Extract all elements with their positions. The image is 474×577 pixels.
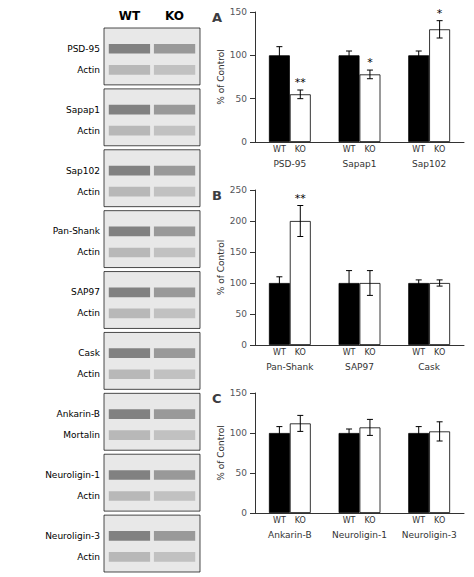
svg-text:% of Control: % of Control (216, 49, 226, 104)
svg-text:A: A (212, 10, 222, 25)
svg-text:SAP97: SAP97 (345, 362, 374, 372)
svg-text:% of Control: % of Control (216, 240, 226, 295)
svg-text:KO: KO (295, 348, 306, 357)
svg-text:WT: WT (119, 9, 141, 23)
svg-text:Neuroligin-3: Neuroligin-3 (45, 531, 100, 541)
svg-text:100: 100 (230, 278, 247, 288)
svg-text:*: * (367, 56, 373, 69)
svg-text:WT: WT (412, 348, 425, 357)
svg-text:Pan-Shank: Pan-Shank (266, 362, 314, 372)
svg-text:**: ** (295, 192, 307, 205)
svg-text:KO: KO (165, 9, 184, 23)
svg-text:Actin: Actin (77, 369, 100, 379)
svg-text:50: 50 (236, 468, 248, 478)
svg-text:PSD-95: PSD-95 (67, 44, 100, 54)
svg-text:B: B (212, 188, 222, 203)
svg-text:Neuroligin-1: Neuroligin-1 (332, 530, 387, 540)
svg-text:SAP97: SAP97 (71, 287, 100, 297)
svg-text:50: 50 (236, 309, 248, 319)
svg-text:Actin: Actin (77, 308, 100, 318)
svg-text:150: 150 (230, 247, 247, 257)
svg-text:KO: KO (364, 516, 375, 525)
svg-text:WT: WT (273, 348, 286, 357)
svg-text:0: 0 (241, 508, 247, 518)
svg-text:Sapap1: Sapap1 (343, 159, 377, 169)
svg-text:WT: WT (343, 145, 356, 154)
svg-text:100: 100 (230, 428, 247, 438)
svg-text:Sap102: Sap102 (66, 166, 100, 176)
svg-text:Actin: Actin (77, 126, 100, 136)
svg-text:PSD-95: PSD-95 (273, 159, 306, 169)
svg-text:KO: KO (434, 145, 445, 154)
svg-text:Neuroligin-3: Neuroligin-3 (402, 530, 457, 540)
svg-text:**: ** (295, 76, 307, 89)
svg-text:Actin: Actin (77, 552, 100, 562)
svg-text:KO: KO (434, 348, 445, 357)
svg-text:Ankarin-B: Ankarin-B (268, 530, 311, 540)
svg-text:Sap102: Sap102 (412, 159, 446, 169)
svg-text:*: * (437, 7, 443, 20)
svg-text:WT: WT (412, 145, 425, 154)
svg-text:50: 50 (236, 94, 248, 104)
svg-text:200: 200 (230, 216, 247, 226)
svg-text:Mortalin: Mortalin (63, 430, 100, 440)
svg-text:WT: WT (273, 145, 286, 154)
svg-text:WT: WT (343, 348, 356, 357)
svg-text:150: 150 (230, 7, 247, 17)
svg-text:150: 150 (230, 388, 247, 398)
svg-text:C: C (212, 391, 222, 406)
svg-text:100: 100 (230, 50, 247, 60)
svg-text:Actin: Actin (77, 491, 100, 501)
svg-text:0: 0 (241, 340, 247, 350)
svg-text:Ankarin-B: Ankarin-B (57, 409, 100, 419)
svg-text:250: 250 (230, 185, 247, 195)
svg-text:KO: KO (295, 145, 306, 154)
svg-text:KO: KO (295, 516, 306, 525)
svg-text:Cask: Cask (78, 348, 100, 358)
svg-text:KO: KO (434, 516, 445, 525)
svg-text:Actin: Actin (77, 247, 100, 257)
svg-text:0: 0 (241, 137, 247, 147)
svg-text:Pan-Shank: Pan-Shank (53, 226, 101, 236)
svg-text:WT: WT (412, 516, 425, 525)
svg-text:KO: KO (364, 348, 375, 357)
svg-text:Actin: Actin (77, 187, 100, 197)
svg-text:Sapap1: Sapap1 (66, 105, 100, 115)
svg-text:Actin: Actin (77, 65, 100, 75)
svg-text:KO: KO (364, 145, 375, 154)
svg-text:Neuroligin-1: Neuroligin-1 (45, 470, 100, 480)
svg-text:WT: WT (343, 516, 356, 525)
svg-text:WT: WT (273, 516, 286, 525)
svg-text:% of Control: % of Control (216, 425, 226, 480)
svg-text:Cask: Cask (418, 362, 440, 372)
